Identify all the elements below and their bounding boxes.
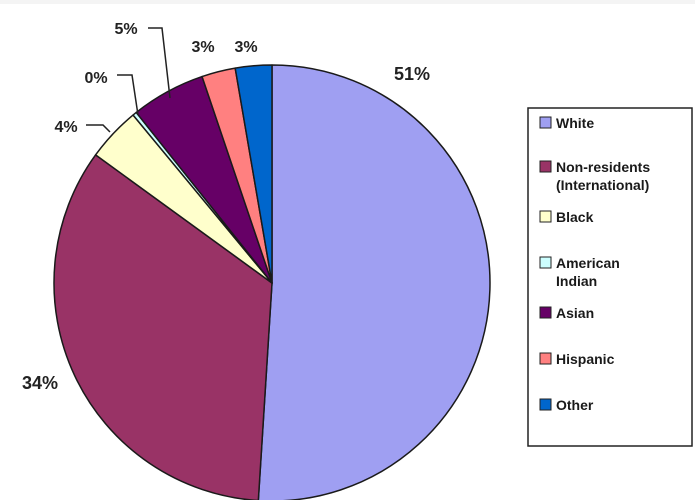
legend-label: (International) — [556, 177, 649, 193]
title-strip — [0, 0, 695, 4]
legend-label: Indian — [556, 273, 597, 289]
legend-label: Non-residents — [556, 159, 650, 175]
legend-swatch — [539, 116, 552, 129]
legend-swatch — [539, 256, 552, 269]
pie-slice-white — [257, 64, 491, 500]
legend-box — [527, 107, 693, 447]
percent-label: 51% — [394, 64, 430, 84]
legend-items: White Non-residents (International) Black Am… — [539, 115, 650, 413]
leader-line — [117, 74, 139, 116]
legend-label: White — [556, 115, 594, 131]
legend-label: Hispanic — [556, 351, 615, 367]
percent-label: 4% — [54, 119, 77, 136]
legend-label: Other — [556, 397, 594, 413]
percent-label: 0% — [84, 70, 107, 87]
legend-swatch — [539, 352, 552, 365]
legend-swatch — [539, 398, 552, 411]
legend: White Non-residents (International) Black Am… — [527, 107, 693, 447]
leader-lines — [86, 27, 171, 133]
leader-line — [148, 27, 171, 99]
legend-swatch — [539, 306, 552, 319]
legend-swatch — [539, 210, 552, 223]
legend-swatch — [539, 160, 552, 173]
percent-labels: 51% 34% 4% 0% 5% 3% 3% — [22, 21, 430, 393]
legend-label: Asian — [556, 305, 594, 321]
leader-line — [86, 124, 111, 133]
pie-slice-other — [234, 64, 273, 284]
percent-label: 3% — [191, 39, 214, 56]
percent-label: 3% — [234, 39, 257, 56]
percent-label: 5% — [114, 21, 137, 38]
legend-label: Black — [556, 209, 594, 225]
percent-label: 34% — [22, 373, 58, 393]
pie-slice-non-residents-international — [53, 154, 273, 500]
pie-slices — [53, 64, 491, 500]
legend-label: American — [556, 255, 620, 271]
